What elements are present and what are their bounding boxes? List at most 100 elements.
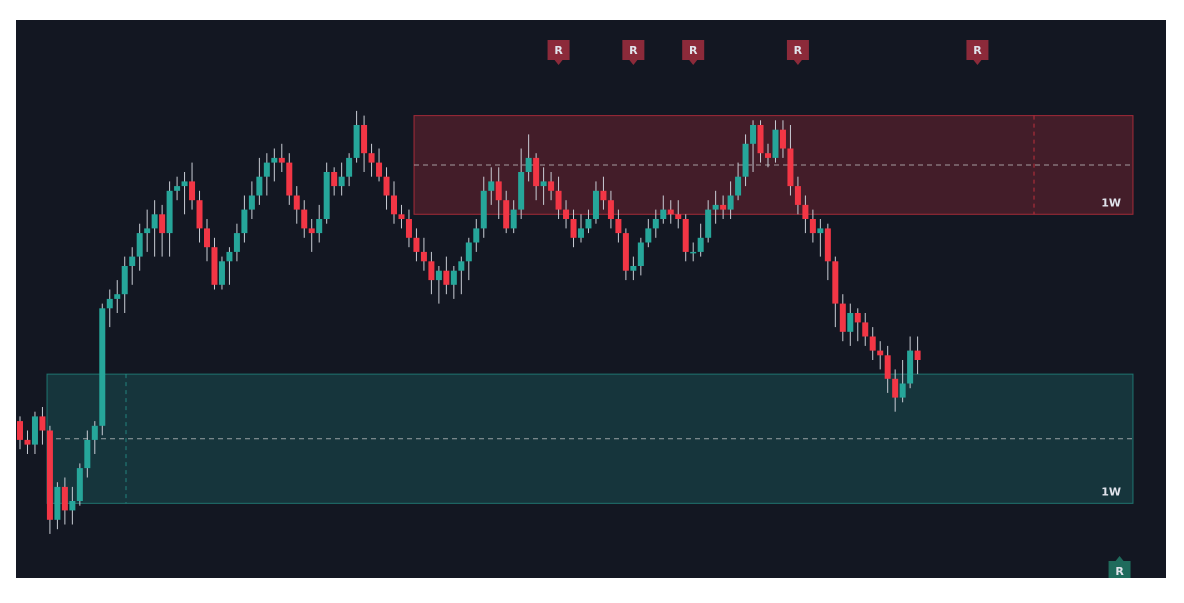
candle-body xyxy=(69,501,76,511)
candle-body xyxy=(398,214,405,219)
candle-body xyxy=(742,143,749,177)
resistance-marker-label: R xyxy=(629,44,638,57)
candle-body xyxy=(211,247,218,285)
support-marker xyxy=(1108,556,1131,578)
candle-body xyxy=(645,228,652,243)
resistance-marker xyxy=(966,40,989,65)
candle-body xyxy=(862,322,869,337)
candle-body xyxy=(181,181,188,187)
candle-body xyxy=(510,209,517,229)
candle-body xyxy=(495,181,502,201)
candle-body xyxy=(353,125,360,158)
candle-body xyxy=(323,172,330,219)
candle-body xyxy=(286,162,293,196)
candle-body xyxy=(301,209,308,229)
candle-body xyxy=(600,190,607,201)
candle-body xyxy=(218,261,225,285)
candle-body xyxy=(435,270,442,281)
candle-body xyxy=(271,157,278,163)
candle-body xyxy=(144,228,151,234)
candle-body xyxy=(136,233,143,257)
candle-body xyxy=(607,200,614,219)
candle-body xyxy=(540,181,547,187)
candle-body xyxy=(346,157,353,177)
candle-body xyxy=(877,350,884,356)
candle-body xyxy=(578,228,584,238)
candle-body xyxy=(383,176,390,196)
candle-body xyxy=(413,237,420,252)
candle-body xyxy=(84,439,91,469)
candle-body xyxy=(54,486,61,520)
candle-body xyxy=(31,416,38,445)
candle-body xyxy=(809,219,816,234)
candle-body xyxy=(248,195,255,210)
candle-body xyxy=(592,190,599,219)
candle-body xyxy=(480,190,487,229)
candle-body xyxy=(428,261,435,281)
candle-body xyxy=(899,383,906,398)
candle-body xyxy=(61,486,68,511)
candle-body xyxy=(839,303,846,332)
candle-body xyxy=(652,219,659,229)
candlestick-chart: 1W 1W R R R R R R xyxy=(17,40,1134,578)
candle-body xyxy=(473,228,480,243)
candle-body xyxy=(667,209,674,215)
candle-body xyxy=(735,176,742,196)
candle-body xyxy=(46,430,53,520)
candle-body xyxy=(637,242,644,266)
candle-body xyxy=(548,181,555,191)
candle-body xyxy=(817,228,824,234)
chart-area: 1W 1W R R R R R R xyxy=(16,20,1166,578)
candle-body xyxy=(682,219,689,252)
candle-body xyxy=(847,313,854,332)
resistance-marker-label: R xyxy=(794,44,803,57)
candle-body xyxy=(151,214,158,229)
candle-body xyxy=(675,214,682,219)
candle-body xyxy=(697,237,704,252)
candle-body xyxy=(802,204,809,219)
candle-body xyxy=(278,157,285,163)
candle-body xyxy=(660,209,667,219)
candle-body xyxy=(159,214,166,234)
candle-body xyxy=(630,266,637,271)
candle-body xyxy=(615,219,622,234)
candle-body xyxy=(465,242,472,262)
candle-body xyxy=(443,270,450,285)
candle-body xyxy=(106,298,113,309)
candle-body xyxy=(174,186,181,191)
candle-body xyxy=(779,129,786,149)
candle-body xyxy=(233,233,240,252)
candle-body xyxy=(832,261,839,304)
candle-body xyxy=(585,219,592,229)
candle-body xyxy=(391,195,397,215)
candle-body xyxy=(196,200,203,229)
candle-body xyxy=(907,350,914,384)
candle-body xyxy=(204,228,210,248)
resistance-marker-label: R xyxy=(554,44,563,57)
candle-body xyxy=(24,439,31,445)
candle-body xyxy=(884,355,891,379)
candle-body xyxy=(892,378,899,398)
candle-body xyxy=(787,148,794,187)
resistance-marker xyxy=(547,40,570,65)
candle-body xyxy=(525,157,532,172)
candle-body xyxy=(757,125,764,154)
candle-body xyxy=(114,294,121,299)
candle-body xyxy=(450,270,457,285)
candle-body xyxy=(914,350,921,360)
candle-body xyxy=(765,153,771,158)
candle-body xyxy=(17,421,23,440)
resistance-marker-label: R xyxy=(973,44,982,57)
candle-body xyxy=(39,416,46,431)
candle-body xyxy=(869,336,876,351)
resistance-marker xyxy=(682,40,705,65)
candle-body xyxy=(563,209,570,219)
candle-body xyxy=(338,176,345,187)
candle-body xyxy=(256,176,263,196)
candle-body xyxy=(750,125,757,144)
candle-body xyxy=(705,209,712,238)
candle-body xyxy=(720,204,727,210)
candle-body xyxy=(308,228,315,234)
candle-body xyxy=(772,129,779,158)
candle-body xyxy=(518,172,525,210)
